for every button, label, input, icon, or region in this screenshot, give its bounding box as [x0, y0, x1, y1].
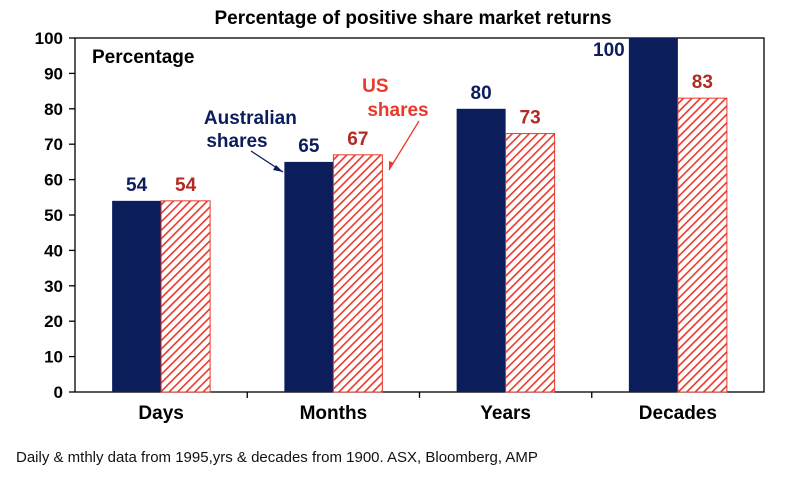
y-tick-label: 30	[44, 277, 63, 296]
bar-australian-shares	[284, 161, 334, 392]
bar-us-shares	[332, 154, 383, 393]
data-label: 67	[347, 129, 368, 150]
y-tick-label: 50	[44, 206, 63, 225]
legend-us-shares: US shares	[362, 76, 428, 121]
source-note: Daily & mthly data from 1995,yrs & decad…	[16, 449, 538, 466]
y-axis: 0 10 20 30 40 50 60 70 80 90 100	[35, 29, 75, 402]
data-label: 83	[692, 72, 713, 93]
x-tick-label: Years	[480, 403, 531, 424]
y-tick-label: 0	[54, 383, 63, 402]
y-tick-label: 40	[44, 241, 63, 260]
y-tick-label: 70	[44, 135, 63, 154]
y-tick-label: 10	[44, 348, 63, 367]
bar-us-shares	[505, 133, 556, 393]
bar-us-shares	[160, 200, 211, 393]
legend-australian-shares: Australian shares	[204, 108, 302, 152]
data-label: 54	[126, 175, 148, 196]
bar-australian-shares	[456, 108, 506, 393]
x-tick-label: Days	[138, 403, 183, 424]
bar-australian-shares	[112, 200, 162, 392]
bar-chart: Percentage of positive share market retu…	[35, 8, 765, 424]
data-label: 80	[471, 83, 492, 104]
y-tick-label: 90	[44, 64, 63, 83]
y-axis-label: Percentage	[92, 47, 194, 68]
y-tick-label: 100	[35, 29, 63, 48]
data-label: 54	[175, 175, 197, 196]
chart-title: Percentage of positive share market retu…	[214, 8, 611, 29]
y-tick-label: 80	[44, 100, 63, 119]
x-tick-label: Decades	[639, 403, 717, 424]
legend-arrowhead-australian	[273, 165, 283, 172]
legend-arrowhead-us	[389, 161, 394, 170]
bar-australian-shares	[628, 38, 678, 392]
legend-arrow-us	[388, 120, 420, 171]
data-label: 73	[520, 108, 541, 129]
data-label: 65	[298, 136, 320, 157]
bar-us-shares	[677, 97, 728, 393]
bars: 54 54 65 67 80 73 100 83	[112, 38, 728, 393]
x-axis: Days Months Years Decades	[138, 392, 717, 424]
x-tick-label: Months	[300, 403, 368, 424]
y-tick-label: 20	[44, 312, 63, 331]
data-label: 100	[593, 40, 625, 61]
y-tick-label: 60	[44, 171, 63, 190]
